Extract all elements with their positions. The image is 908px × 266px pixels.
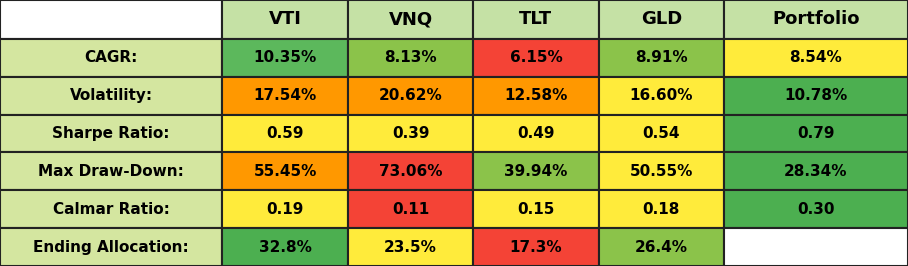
- Text: 39.94%: 39.94%: [504, 164, 568, 179]
- Text: Sharpe Ratio:: Sharpe Ratio:: [53, 126, 170, 141]
- Text: 28.34%: 28.34%: [785, 164, 848, 179]
- Text: 10.35%: 10.35%: [253, 50, 317, 65]
- Bar: [724, 0, 908, 39]
- Text: 23.5%: 23.5%: [384, 240, 437, 255]
- Bar: [473, 39, 598, 77]
- Text: 73.06%: 73.06%: [379, 164, 442, 179]
- Bar: [473, 115, 598, 152]
- Bar: [724, 190, 908, 228]
- Bar: [0, 0, 222, 39]
- Bar: [724, 39, 908, 77]
- Bar: [222, 228, 348, 266]
- Text: 0.18: 0.18: [643, 202, 680, 217]
- Bar: [473, 77, 598, 115]
- Text: GLD: GLD: [641, 10, 682, 28]
- Bar: [0, 39, 222, 77]
- Bar: [598, 0, 724, 39]
- Text: 26.4%: 26.4%: [635, 240, 687, 255]
- Text: 0.30: 0.30: [797, 202, 834, 217]
- Bar: [598, 115, 724, 152]
- Bar: [0, 115, 222, 152]
- Bar: [473, 152, 598, 190]
- Text: Portfolio: Portfolio: [772, 10, 860, 28]
- Bar: [473, 0, 598, 39]
- Text: 8.91%: 8.91%: [635, 50, 687, 65]
- Bar: [598, 39, 724, 77]
- Text: 0.19: 0.19: [266, 202, 304, 217]
- Bar: [348, 39, 473, 77]
- Bar: [724, 228, 908, 266]
- Bar: [222, 152, 348, 190]
- Text: 6.15%: 6.15%: [509, 50, 562, 65]
- Bar: [0, 190, 222, 228]
- Text: 0.39: 0.39: [391, 126, 429, 141]
- Text: 0.11: 0.11: [392, 202, 429, 217]
- Bar: [348, 77, 473, 115]
- Text: 17.54%: 17.54%: [253, 88, 317, 103]
- Text: 32.8%: 32.8%: [259, 240, 311, 255]
- Bar: [222, 115, 348, 152]
- Text: 55.45%: 55.45%: [253, 164, 317, 179]
- Bar: [222, 77, 348, 115]
- Text: 16.60%: 16.60%: [629, 88, 693, 103]
- Bar: [0, 152, 222, 190]
- Text: CAGR:: CAGR:: [84, 50, 138, 65]
- Text: 0.49: 0.49: [518, 126, 555, 141]
- Text: 0.54: 0.54: [643, 126, 680, 141]
- Bar: [0, 228, 222, 266]
- Bar: [222, 0, 348, 39]
- Text: VNQ: VNQ: [389, 10, 432, 28]
- Bar: [724, 115, 908, 152]
- Bar: [598, 228, 724, 266]
- Bar: [222, 39, 348, 77]
- Text: Max Draw-Down:: Max Draw-Down:: [38, 164, 184, 179]
- Bar: [348, 190, 473, 228]
- Bar: [473, 190, 598, 228]
- Bar: [598, 190, 724, 228]
- Text: VTI: VTI: [269, 10, 301, 28]
- Text: 17.3%: 17.3%: [509, 240, 562, 255]
- Text: 0.79: 0.79: [797, 126, 834, 141]
- Bar: [724, 152, 908, 190]
- Bar: [348, 0, 473, 39]
- Bar: [348, 115, 473, 152]
- Text: 8.54%: 8.54%: [790, 50, 843, 65]
- Bar: [222, 190, 348, 228]
- Bar: [473, 228, 598, 266]
- Text: 50.55%: 50.55%: [629, 164, 693, 179]
- Text: 10.78%: 10.78%: [785, 88, 847, 103]
- Bar: [724, 77, 908, 115]
- Bar: [598, 152, 724, 190]
- Text: TLT: TLT: [519, 10, 552, 28]
- Text: Calmar Ratio:: Calmar Ratio:: [53, 202, 170, 217]
- Text: 0.15: 0.15: [518, 202, 555, 217]
- Bar: [0, 77, 222, 115]
- Text: Volatility:: Volatility:: [70, 88, 153, 103]
- Bar: [598, 77, 724, 115]
- Text: 0.59: 0.59: [266, 126, 304, 141]
- Bar: [348, 152, 473, 190]
- Text: 8.13%: 8.13%: [384, 50, 437, 65]
- Text: Ending Allocation:: Ending Allocation:: [34, 240, 189, 255]
- Text: 12.58%: 12.58%: [504, 88, 568, 103]
- Text: 20.62%: 20.62%: [379, 88, 442, 103]
- Bar: [348, 228, 473, 266]
